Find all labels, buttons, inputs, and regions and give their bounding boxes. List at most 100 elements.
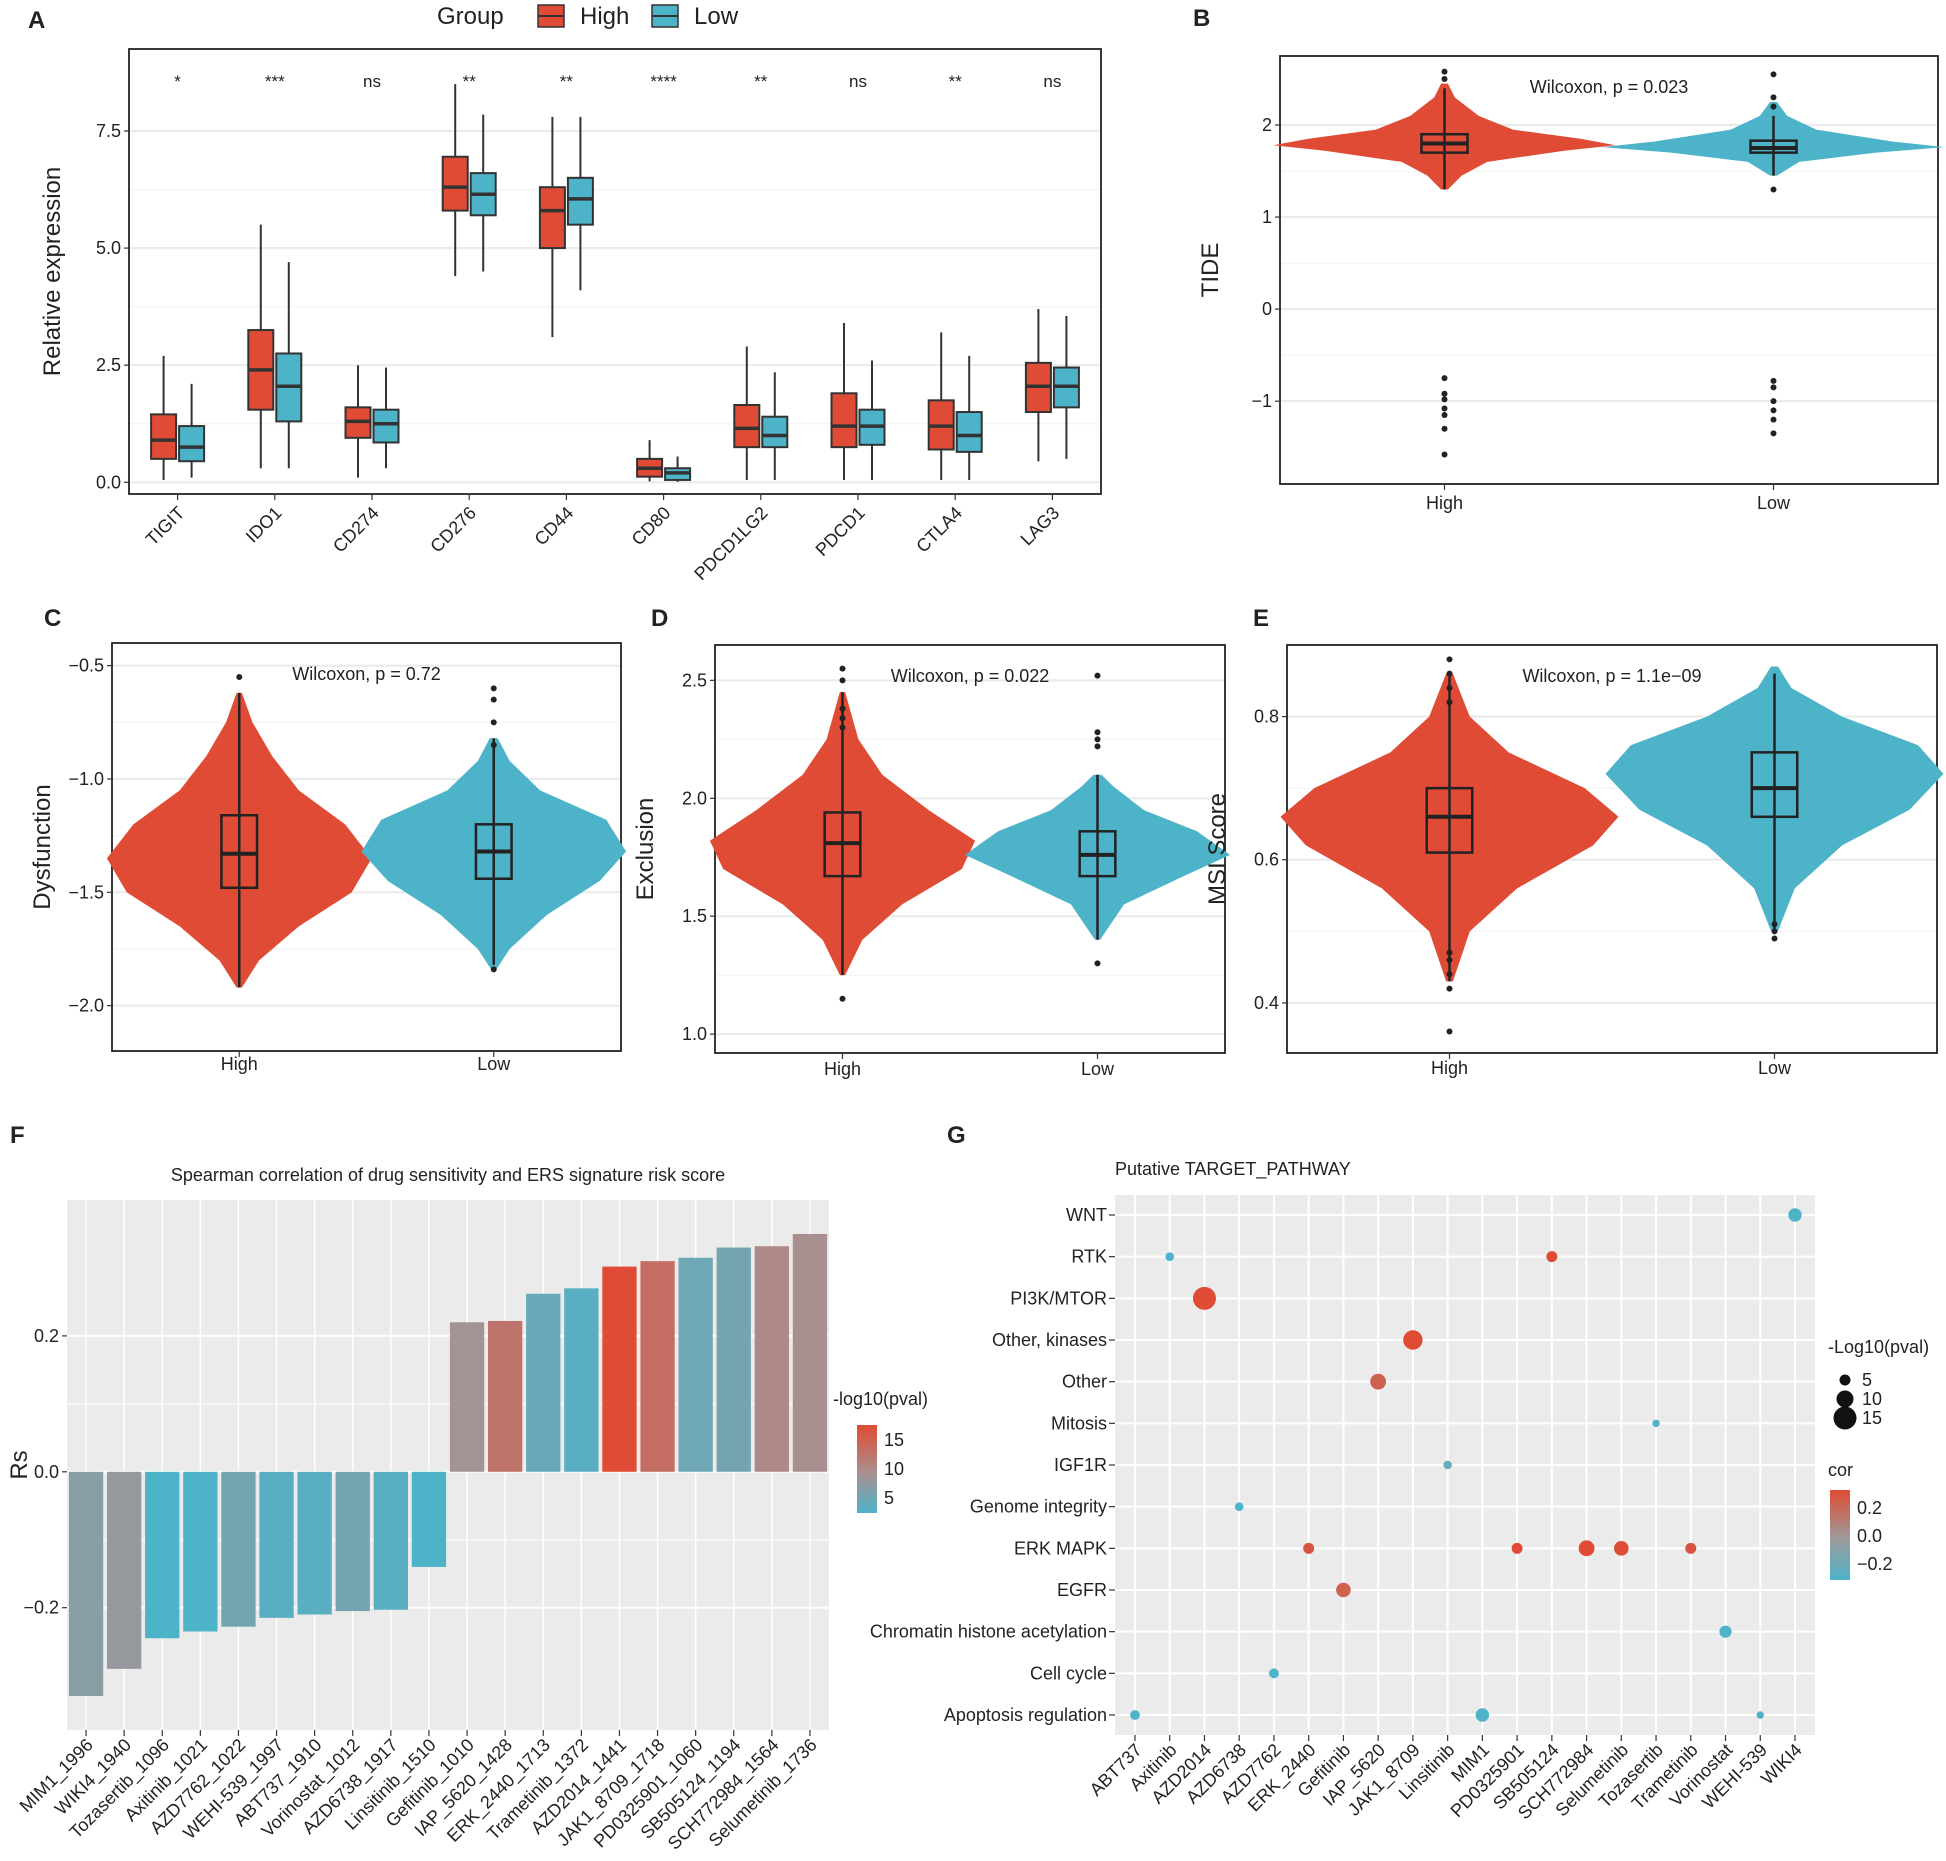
y-tick-label: −1 xyxy=(1251,391,1272,411)
x-tick-label: CD80 xyxy=(628,503,675,550)
y-axis-title-d: Exclusion xyxy=(632,798,659,901)
outlier-point xyxy=(1446,656,1453,663)
dot-abt737 xyxy=(1130,1710,1140,1720)
y-axis-title-c: Dysfunction xyxy=(29,784,56,909)
violin-box-high xyxy=(1425,786,1474,854)
outlier-point xyxy=(839,724,846,731)
y-tick-label: 1 xyxy=(1262,207,1272,227)
dot-vorinostat xyxy=(1719,1625,1732,1638)
outlier-point xyxy=(1770,71,1777,78)
y-tick-label: WNT xyxy=(1066,1205,1107,1225)
y-tick-label: Other xyxy=(1062,1372,1107,1392)
panel-label-e: E xyxy=(1253,605,1269,632)
panel-f: F Spearman correlation of drug sensitivit… xyxy=(6,1122,928,1854)
y-tick-label: −2.0 xyxy=(68,996,104,1016)
y-tick-label: 2.5 xyxy=(682,670,707,690)
dot-trametinib xyxy=(1685,1542,1697,1554)
bar-azd2014_1441 xyxy=(602,1266,637,1472)
legend-size-label: 5 xyxy=(1862,1370,1872,1390)
y-tick-label: 0.4 xyxy=(1254,993,1279,1013)
outlier-point xyxy=(1441,68,1448,75)
dot-azd7762 xyxy=(1269,1668,1279,1679)
dot-jak1_8709 xyxy=(1403,1330,1423,1350)
bar-axitinib_1021 xyxy=(183,1471,218,1632)
outlier-point xyxy=(1770,430,1777,437)
panel-label-g: G xyxy=(947,1122,966,1149)
box-high-pdcd1 xyxy=(830,392,858,449)
legend-colorbar-cor xyxy=(1830,1490,1850,1580)
panel-label-a: A xyxy=(28,7,45,34)
y-tick-label: 2.0 xyxy=(682,788,707,808)
dot-gefitinib xyxy=(1336,1582,1351,1598)
outlier-point xyxy=(1441,405,1448,412)
dot-tozasertib xyxy=(1652,1419,1660,1428)
y-axis-title-e: MSI Score xyxy=(1204,793,1231,905)
outlier-point xyxy=(1770,377,1777,384)
x-tick-label: IDO1 xyxy=(242,503,286,547)
outlier-point xyxy=(839,677,846,684)
legend-label-high: High xyxy=(580,3,629,30)
legend-label-low: Low xyxy=(694,3,739,30)
dot-iap_5620 xyxy=(1370,1373,1387,1390)
legend-title-cor: cor xyxy=(1828,1460,1853,1480)
bar-trametinib_1372 xyxy=(564,1288,599,1472)
y-tick-label: Genome integrity xyxy=(970,1497,1107,1517)
legend-tick-label: 10 xyxy=(884,1459,904,1479)
dot-azd2014 xyxy=(1192,1286,1216,1310)
y-tick-label: 1.0 xyxy=(682,1024,707,1044)
outlier-point xyxy=(839,715,846,722)
dot-sb505124 xyxy=(1546,1251,1558,1263)
significance-label: ** xyxy=(463,72,477,91)
bar-tozasertib_1096 xyxy=(145,1471,180,1639)
outlier-point xyxy=(1446,956,1453,963)
y-tick-label: 0.6 xyxy=(1254,850,1279,870)
bar-sch772984_1564 xyxy=(754,1246,789,1472)
dot-mim1 xyxy=(1475,1708,1490,1722)
chart-title-g: Putative TARGET_PATHWAY xyxy=(1115,1159,1351,1180)
outlier-point xyxy=(1771,935,1778,942)
outlier-point xyxy=(1441,411,1448,418)
plot-background xyxy=(67,1200,829,1730)
y-tick-label: 0.2 xyxy=(34,1326,59,1346)
y-tick-label: 0 xyxy=(1262,299,1272,319)
y-tick-label: Apoptosis regulation xyxy=(944,1705,1107,1725)
outlier-point xyxy=(1441,451,1448,458)
outlier-point xyxy=(1094,743,1101,750)
violin-box-high xyxy=(220,814,259,890)
panel-label-b: B xyxy=(1193,5,1210,32)
x-tick-label: CD274 xyxy=(329,503,383,557)
significance-label: ns xyxy=(849,72,867,91)
box-low-tigit xyxy=(178,425,206,463)
y-tick-label: EGFR xyxy=(1057,1580,1107,1600)
box-high-tigit xyxy=(150,413,178,460)
y-tick-label: IGF1R xyxy=(1054,1455,1107,1475)
significance-label: * xyxy=(174,72,181,91)
panel-e: E 0.4 0.6 0.8 MSI Score Wilcoxon, p = 1.1e−09… xyxy=(1204,605,1944,1078)
outlier-point xyxy=(490,696,497,703)
y-tick-label: 7.5 xyxy=(96,121,121,141)
legend-title-group: Group xyxy=(437,3,504,30)
plot-frame xyxy=(1279,55,1939,485)
outlier-point xyxy=(1770,398,1777,405)
outlier-point xyxy=(1094,960,1101,967)
outlier-point xyxy=(839,705,846,712)
outlier-point xyxy=(490,742,497,748)
box-low-pdcd1lg2 xyxy=(761,415,789,449)
panel-b: B −1 0 1 2 TIDE Wilcoxon, p = 0.023 High Low xyxy=(1193,5,1945,513)
x-tick-label: CD276 xyxy=(426,503,480,557)
outlier-point xyxy=(839,995,846,1002)
y-tick-label: Chromatin histone acetylation xyxy=(870,1622,1107,1642)
significance-label: *** xyxy=(265,72,285,91)
box-high-pdcd1lg2 xyxy=(733,404,761,449)
y-tick-label: −1.5 xyxy=(68,882,104,902)
panel-c: C −2.0 −1.5 −1.0 −0.5 Dysfunction Wilcoxon, p … xyxy=(29,605,627,1074)
y-tick-label: ERK MAPK xyxy=(1014,1538,1107,1558)
y-tick-label: 2 xyxy=(1262,115,1272,135)
box-high-cd276 xyxy=(441,155,469,212)
x-tick-label: Low xyxy=(1758,1058,1792,1078)
box-low-cd44 xyxy=(566,176,594,226)
outlier-point xyxy=(1770,94,1777,101)
bar-linsitinib_1510 xyxy=(411,1471,447,1567)
legend-cor-label: 0.0 xyxy=(1857,1526,1882,1546)
